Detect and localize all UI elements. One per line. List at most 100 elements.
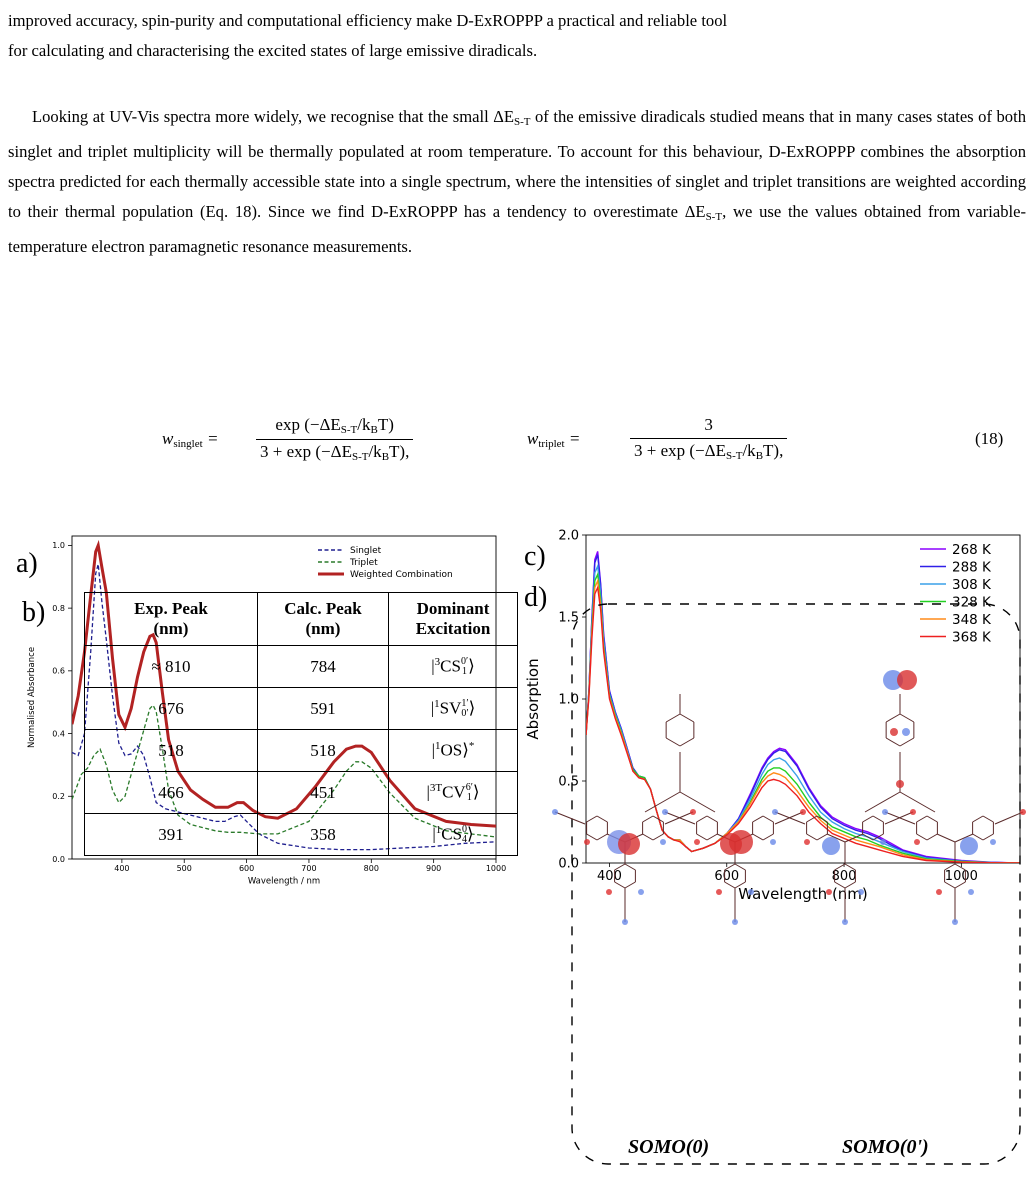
x-tick-label: 1000 [486, 864, 506, 873]
orbital-lobe [770, 839, 776, 845]
orbital-lobe [880, 839, 886, 845]
bond [724, 863, 736, 871]
bond [884, 811, 916, 825]
x-axis-label: Wavelength (nm) [738, 885, 868, 903]
orbital-lobe [606, 889, 612, 895]
bond [642, 833, 654, 841]
legend-label: 328 K [952, 594, 992, 610]
bond [872, 833, 884, 841]
bond [982, 833, 994, 841]
bond [954, 881, 966, 889]
bond [644, 791, 681, 813]
cell-calc-peak: 358 [257, 813, 389, 856]
x-tick-label: 800 [364, 864, 379, 873]
cell-exp-peak: ≈ 810 [84, 645, 258, 688]
bond [679, 713, 695, 723]
orbital-lobe [990, 839, 996, 845]
orbital-lobe [897, 670, 917, 690]
legend-label: 368 K [952, 629, 992, 645]
somo-0-label: SOMO(0) [628, 1136, 710, 1158]
bond [936, 833, 956, 843]
cell-exp-peak: 676 [84, 687, 258, 730]
bond [816, 833, 828, 841]
y-tick-label: 0.0 [52, 855, 65, 864]
bond [679, 737, 695, 747]
orbital-lobe [822, 837, 840, 855]
panel-label-b: b) [22, 597, 46, 628]
orbital-lobe [910, 809, 916, 815]
bond [762, 833, 774, 841]
y-tick-label: 1.0 [558, 693, 579, 708]
orbital-lobe [732, 919, 738, 925]
bond [864, 791, 901, 813]
bond [652, 815, 664, 823]
orbital-lobe [902, 728, 910, 736]
bond [614, 881, 626, 889]
orbital-lobe [618, 833, 640, 855]
bond [652, 833, 664, 841]
orbital-lobe [896, 780, 904, 788]
x-tick-label: 900 [426, 864, 441, 873]
text-line: for calculating and characterising the e… [8, 41, 538, 60]
orbital-lobe [690, 809, 696, 815]
bond [844, 863, 856, 871]
panel-label-c: c) [524, 541, 546, 572]
cell-calc-peak: 591 [257, 687, 389, 730]
x-tick-label: 600 [714, 869, 739, 884]
orbital-lobe [748, 889, 754, 895]
equation-18: wsinglet = exp (−ΔES-T/kBT) 3 + exp (−ΔE… [0, 405, 1033, 475]
text-line: improved accuracy, spin-purity and compu… [8, 11, 728, 30]
legend-label: 288 K [952, 559, 992, 575]
y-tick-label: 0.4 [52, 729, 65, 738]
bond [926, 815, 938, 823]
col-header-exp: Exp. Peak (nm) [84, 592, 258, 646]
bond [596, 815, 608, 823]
bond [774, 811, 806, 825]
bond [752, 815, 764, 823]
cell-calc-peak: 518 [257, 729, 389, 772]
bond [554, 811, 586, 825]
orbital-lobe [960, 837, 978, 855]
bond [806, 833, 818, 841]
somo-0prime-molecule [772, 670, 1026, 925]
bond [679, 791, 716, 813]
bond [972, 815, 984, 823]
orbital-lobe [694, 839, 700, 845]
chart-c-absorption-temperature: 400 600 800 1000 0.0 0.5 1.0 1.5 2.0 Wavelength (… [524, 529, 1021, 903]
cell-excitation: |1CS 0 4 ⟩ [388, 813, 518, 856]
bond [762, 815, 774, 823]
y-tick-label: 0.8 [52, 604, 65, 613]
bond [834, 863, 846, 871]
orbital-lobe [660, 839, 666, 845]
bond [885, 713, 901, 723]
y-tick-label: 2.0 [558, 529, 579, 544]
bond [665, 713, 681, 723]
x-tick-label: 700 [301, 864, 316, 873]
legend-label: 348 K [952, 612, 992, 628]
orbital-lobe [552, 809, 558, 815]
orbital-lobe [800, 809, 806, 815]
bond [862, 815, 874, 823]
bond [944, 863, 956, 871]
legend-label: Weighted Combination [350, 570, 453, 580]
bond [954, 863, 966, 871]
table-row: 466 451 |3TCV 6′ 1 ⟩ [84, 771, 518, 814]
bond [885, 737, 901, 747]
text-subscript: S-T [514, 116, 531, 128]
cell-excitation: |1OS⟩* [388, 729, 518, 772]
y-tick-label: 1.5 [558, 611, 579, 626]
peaks-table: Exp. Peak (nm) Calc. Peak (nm) Dominant Exc… [84, 592, 518, 856]
orbital-lobe [638, 889, 644, 895]
text-run: of the emissive diradicals studied means… [8, 107, 1026, 221]
bond [844, 833, 864, 843]
cell-calc-peak: 784 [257, 645, 389, 688]
bond [944, 881, 956, 889]
bond [586, 833, 598, 841]
bond [972, 833, 984, 841]
bond [916, 815, 928, 823]
cell-excitation: |3TCV 6′ 1 ⟩ [388, 771, 518, 814]
paragraph-continuation: improved accuracy, spin-purity and compu… [8, 6, 1026, 66]
bond [916, 833, 928, 841]
x-tick-label: 600 [239, 864, 254, 873]
